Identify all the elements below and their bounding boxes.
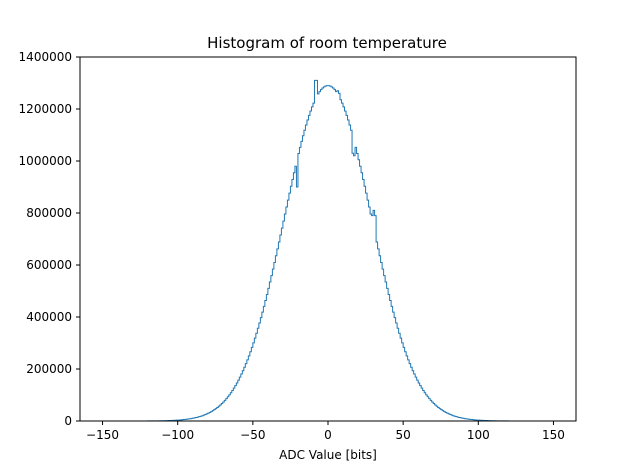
y-tick-label: 0: [64, 414, 72, 428]
x-axis-label: ADC Value [bits]: [279, 448, 377, 462]
chart-title: Histogram of room temperature: [207, 34, 447, 52]
x-tick-label: 0: [324, 428, 332, 442]
x-tick-label: 100: [467, 428, 490, 442]
y-tick-label: 1400000: [19, 50, 72, 64]
x-tick-label: −100: [161, 428, 194, 442]
x-tick-label: 50: [396, 428, 411, 442]
y-tick-label: 1200000: [19, 102, 72, 116]
y-tick-label: 200000: [26, 362, 72, 376]
y-tick-label: 1000000: [19, 154, 72, 168]
x-tick-label: −150: [86, 428, 119, 442]
plot-area: [102, 79, 554, 422]
y-tick-label: 400000: [26, 310, 72, 324]
axes-frame: [79, 56, 577, 422]
y-tick-label: 600000: [26, 258, 72, 272]
x-axis: −150 −100 −50 0 50 100 150: [86, 421, 565, 442]
y-tick-label: 800000: [26, 206, 72, 220]
y-axis: 0 200000 400000 600000 800000 1000000 1200000 1…: [19, 50, 80, 428]
x-tick-label: −50: [240, 428, 265, 442]
histogram-series-line: [102, 79, 554, 422]
x-tick-label: 150: [542, 428, 565, 442]
